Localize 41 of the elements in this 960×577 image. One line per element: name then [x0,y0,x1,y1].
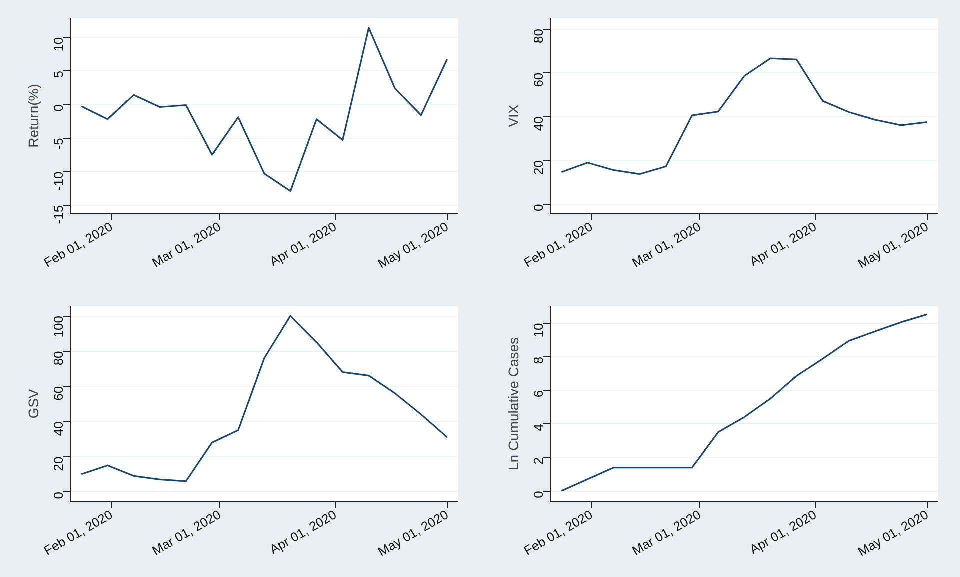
x-tick-label: May 01, 2020 [855,507,932,560]
x-tick-label: Feb 01, 2020 [521,507,596,558]
y-tick-label: 0 [531,204,546,212]
y-tick-label: 6 [531,390,546,398]
y-tick-label: 60 [51,386,66,401]
y-tick-label: 20 [51,456,66,472]
y-tick-label: -10 [51,172,66,191]
x-tick-label: Apr 01, 2020 [267,507,340,558]
y-axis-title: GSV [26,388,42,419]
x-tick-label: Mar 01, 2020 [150,219,224,270]
x-tick-label: May 01, 2020 [855,219,932,272]
y-tick-label: 80 [51,351,66,366]
x-tick-label: Mar 01, 2020 [630,219,704,270]
x-tick-label: May 01, 2020 [375,219,452,272]
y-tick-label: 2 [531,458,546,465]
x-tick-label: Feb 01, 2020 [41,507,116,558]
y-tick-label: 20 [531,160,546,175]
y-tick-label: 10 [531,323,546,338]
x-tick-label: Apr 01, 2020 [747,219,820,270]
x-tick-label: May 01, 2020 [375,507,452,560]
x-tick-label: Apr 01, 2020 [747,507,820,558]
x-tick-label: Apr 01, 2020 [267,219,340,270]
y-tick-label: 4 [531,424,546,432]
y-axis-title: Ln Cumulative Cases [506,337,522,471]
y-tick-label: 40 [51,422,66,436]
y-tick-label: 0 [531,491,546,498]
y-tick-label: 100 [51,316,66,338]
y-tick-label: 0 [51,104,66,112]
x-tick-label: Mar 01, 2020 [630,507,704,558]
y-axis-title: Return(%) [26,84,42,148]
y-tick-label: 5 [51,70,66,78]
y-tick-label: 8 [531,356,546,364]
y-tick-label: 80 [531,29,546,44]
y-tick-label: 60 [531,72,546,88]
x-tick-label: Mar 01, 2020 [150,507,224,558]
y-axis-title: VIX [506,104,522,128]
y-tick-label: 0 [51,492,66,500]
y-tick-label: 40 [531,116,546,132]
x-tick-label: Feb 01, 2020 [521,219,596,270]
y-tick-label: -5 [51,138,66,150]
y-tick-label: 10 [51,37,66,52]
